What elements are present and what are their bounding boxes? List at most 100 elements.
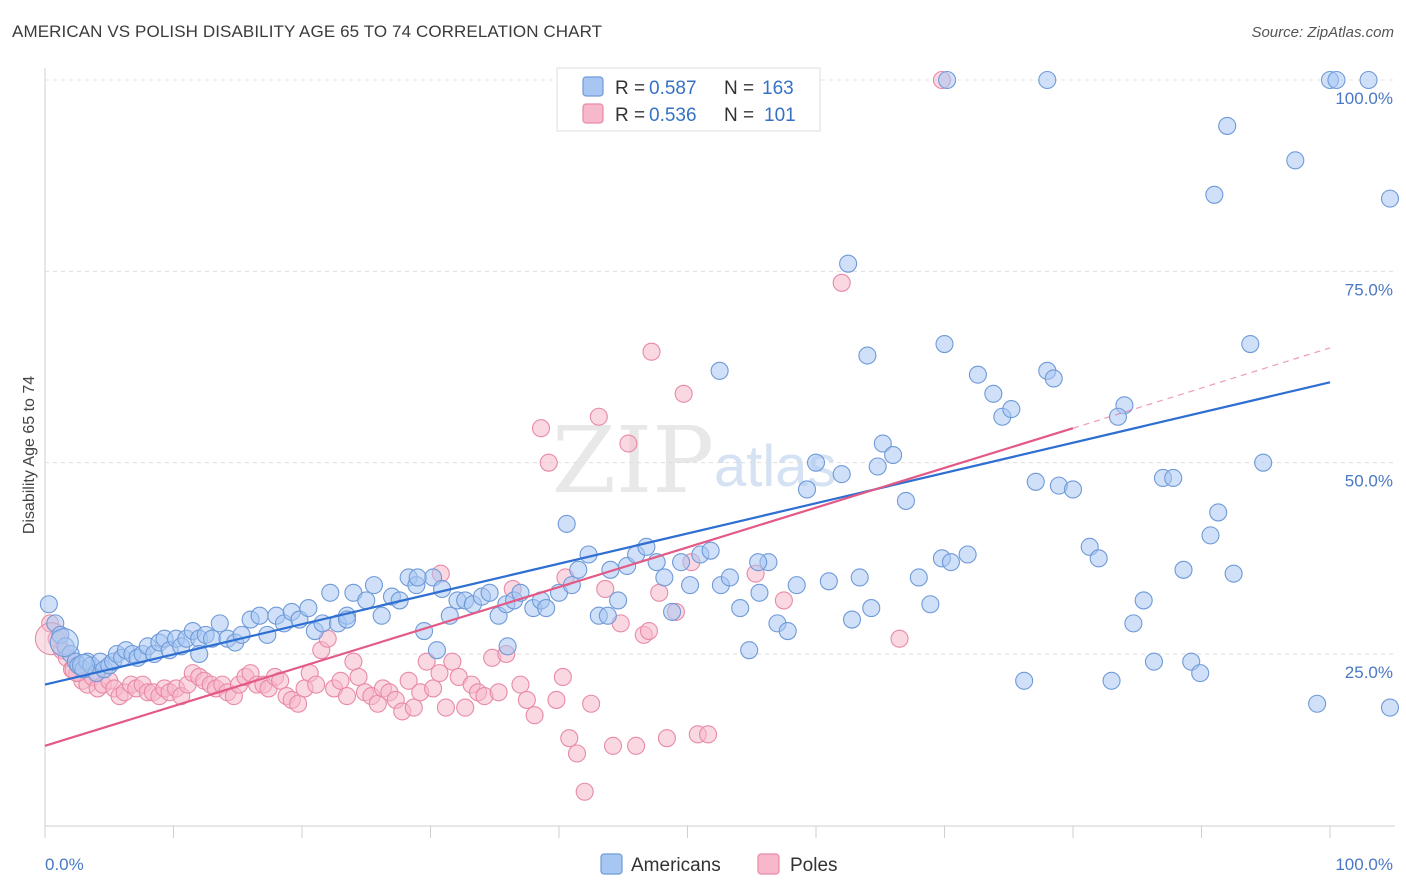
legend-n-label-poles: N = (724, 105, 754, 126)
legend-r-label-poles: R = (615, 105, 645, 126)
point-americans (1201, 526, 1220, 545)
point-americans (941, 553, 960, 572)
y-tick-label: 100.0% (1335, 89, 1393, 108)
point-poles (603, 736, 623, 755)
point-americans (806, 453, 826, 472)
chart-source: Source: ZipAtlas.com (1251, 24, 1394, 41)
point-americans (740, 641, 759, 660)
bottom-legend-swatch-americans (600, 853, 623, 875)
point-americans (364, 576, 384, 595)
y-tick-label: 75.0% (1345, 280, 1393, 299)
point-poles (337, 687, 357, 706)
point-americans (1124, 614, 1143, 633)
bottom-legend-swatch-poles (757, 853, 780, 875)
point-americans (372, 606, 391, 625)
x-tick-label-max: 100.0% (1335, 855, 1393, 874)
point-americans (210, 614, 229, 633)
point-americans (408, 568, 427, 587)
point-americans (921, 595, 940, 614)
point-poles (560, 729, 579, 748)
point-poles (575, 782, 594, 801)
point-americans (321, 583, 340, 602)
point-poles (639, 621, 659, 641)
point-americans (250, 606, 269, 625)
point-americans (868, 457, 887, 476)
point-americans (787, 576, 806, 595)
point-americans (1359, 70, 1378, 90)
point-poles (650, 583, 669, 602)
point-americans (896, 491, 916, 510)
point-poles (531, 419, 551, 438)
point-poles (417, 652, 436, 671)
point-americans (601, 560, 620, 579)
point-americans (850, 568, 869, 587)
point-americans (935, 334, 954, 354)
point-americans (1218, 116, 1237, 135)
point-poles (456, 698, 475, 717)
point-poles (619, 434, 638, 453)
point-americans (710, 361, 729, 380)
point-americans (357, 591, 376, 610)
legend-r-value-poles: 0.536 (649, 105, 697, 126)
point-americans (778, 621, 797, 641)
point-poles (430, 664, 449, 683)
series-americans-points (39, 70, 1400, 717)
point-poles (424, 679, 443, 698)
point-americans (873, 434, 892, 453)
point-poles (517, 690, 536, 709)
point-americans (968, 365, 987, 384)
trend-lines (44, 347, 1331, 747)
point-americans (884, 445, 903, 465)
point-americans (731, 599, 750, 618)
point-poles (699, 725, 718, 744)
point-americans (672, 553, 691, 572)
x-tick-label-min: 0.0% (45, 855, 84, 874)
point-americans (1224, 564, 1243, 583)
point-americans (1089, 549, 1108, 568)
point-americans (1380, 189, 1400, 208)
point-poles (539, 453, 558, 472)
point-americans (750, 583, 769, 602)
point-americans (1327, 70, 1346, 90)
point-americans (39, 595, 58, 614)
point-americans (537, 599, 556, 618)
point-poles (443, 652, 462, 671)
point-poles (657, 729, 676, 748)
point-poles (642, 342, 661, 361)
point-americans (655, 568, 674, 587)
point-americans (258, 625, 277, 644)
point-americans (1174, 560, 1193, 579)
point-poles (489, 683, 508, 702)
point-americans (839, 254, 858, 273)
point-americans (1015, 671, 1034, 690)
y-axis-title: Disability Age 65 to 74 (21, 376, 38, 534)
point-americans (1108, 407, 1128, 426)
point-americans (1063, 480, 1083, 499)
point-poles (890, 629, 909, 648)
point-americans (1038, 70, 1057, 90)
trend-line-poles-extension (1072, 347, 1331, 429)
point-poles (349, 667, 368, 687)
point-americans (1308, 694, 1327, 713)
x-axis-ticks (44, 826, 1331, 838)
point-americans (832, 465, 851, 484)
watermark-zip: ZIP (552, 407, 714, 514)
point-americans (598, 606, 617, 625)
point-americans (1205, 185, 1224, 204)
point-americans (1134, 591, 1153, 610)
point-poles (553, 667, 572, 687)
point-americans (1254, 453, 1273, 472)
point-americans (984, 384, 1003, 403)
y-tick-label: 50.0% (1345, 472, 1393, 491)
point-poles (511, 675, 530, 694)
trend-line-americans (44, 381, 1331, 686)
point-poles (331, 671, 350, 690)
point-poles (436, 698, 455, 717)
point-americans (1286, 151, 1305, 170)
point-americans (1002, 400, 1021, 419)
point-poles (289, 694, 308, 713)
series-poles-points (34, 70, 951, 801)
point-americans (1191, 664, 1210, 683)
point-americans (557, 514, 576, 533)
